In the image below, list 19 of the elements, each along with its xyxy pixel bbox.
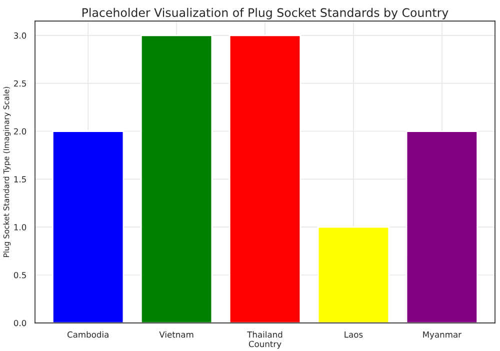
y-tick-label: 1.0: [14, 224, 26, 230]
bar: [406, 130, 478, 323]
x-axis-title: Country: [248, 340, 282, 349]
bar: [52, 130, 124, 323]
x-tick-label: Thailand: [247, 331, 282, 338]
bar: [140, 34, 213, 323]
y-tick-label: 0.5: [14, 272, 26, 278]
x-tick-label: Cambodia: [67, 331, 108, 338]
y-tick-label: 0.0: [14, 320, 26, 326]
x-tick-label: Vietnam: [159, 331, 194, 338]
x-tick-label: Myanmar: [423, 332, 462, 340]
chart-title: Placeholder Visualization of Plug Socket Standards by Country: [82, 8, 448, 20]
bar: [317, 226, 390, 323]
y-tick-label: 3.0: [14, 32, 26, 39]
y-tick-label: 2.0: [14, 128, 26, 135]
x-tick-label: Laos: [344, 332, 363, 338]
y-tick-label: 2.5: [14, 80, 26, 87]
y-tick-label: 1.5: [14, 176, 26, 182]
bar: [228, 34, 302, 323]
